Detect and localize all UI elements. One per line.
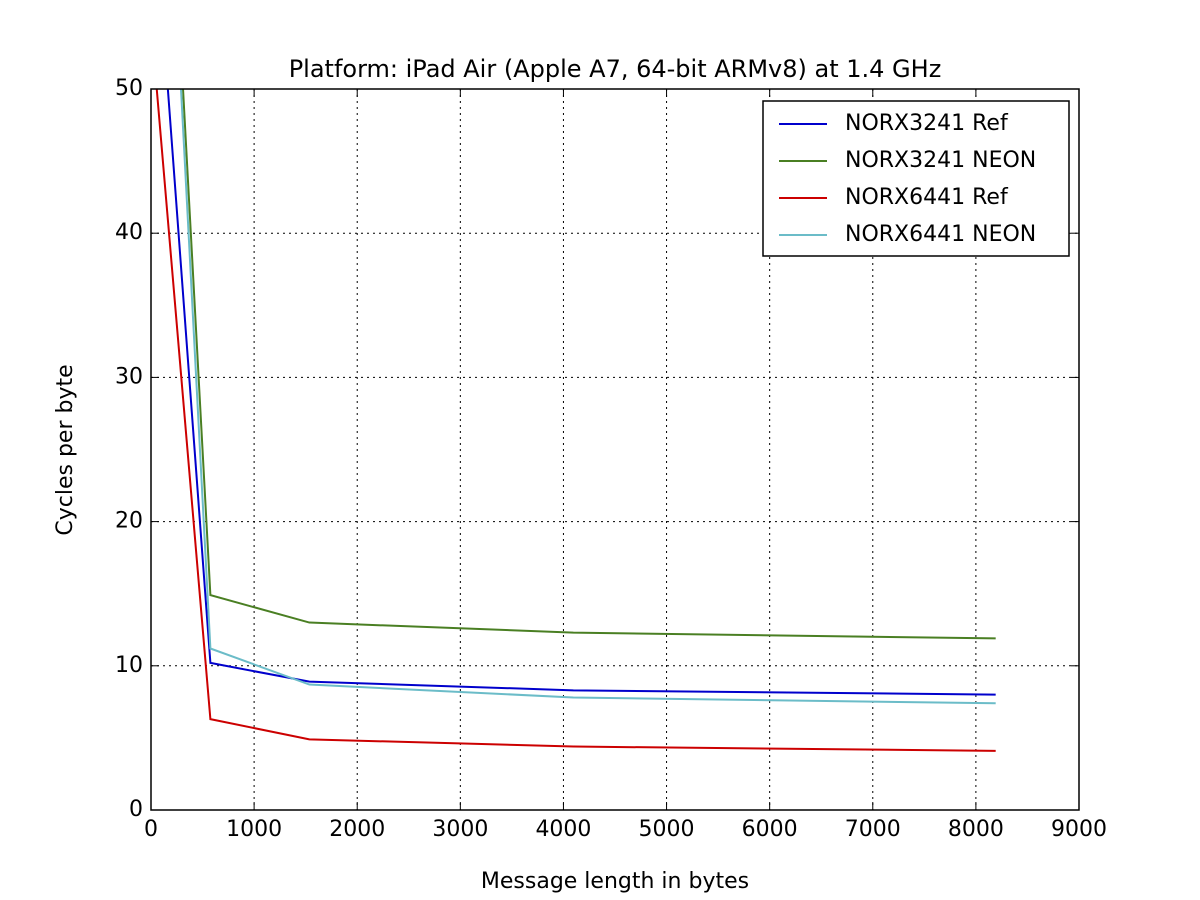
x-tick-label: 6000 [742,817,798,842]
x-axis-label: Message length in bytes [481,869,749,894]
legend-box [762,100,1070,257]
y-tick-label: 30 [115,364,143,389]
y-tick-label: 0 [129,797,143,822]
legend-label: NORX6441 NEON [845,222,1036,247]
plot-frame [150,88,1080,811]
x-tick-label: 0 [144,817,158,842]
x-tick-label: 5000 [639,817,695,842]
series-line [182,89,996,640]
x-tick-label: 7000 [845,817,901,842]
x-tick-label: 8000 [948,817,1004,842]
legend-label: NORX3241 Ref [845,111,1009,136]
y-tick-label: 50 [115,76,143,101]
series-line [179,89,996,705]
x-tick-label: 4000 [535,817,591,842]
chart-title: Platform: iPad Air (Apple A7, 64-bit ARM… [289,55,942,83]
x-tick-label: 9000 [1051,817,1107,842]
x-tick-label: 2000 [329,817,385,842]
y-tick-label: 40 [115,220,143,245]
x-tick-label: 1000 [226,817,282,842]
legend-label: NORX3241 NEON [845,148,1036,173]
x-tick-label: 3000 [432,817,488,842]
legend-label: NORX6441 Ref [845,185,1009,210]
series-line [155,89,996,752]
y-tick-label: 20 [115,509,143,534]
plot-area [155,89,996,752]
y-tick-label: 10 [115,653,143,678]
series-line [166,89,996,696]
y-axis-label: Cycles per byte [53,364,78,535]
